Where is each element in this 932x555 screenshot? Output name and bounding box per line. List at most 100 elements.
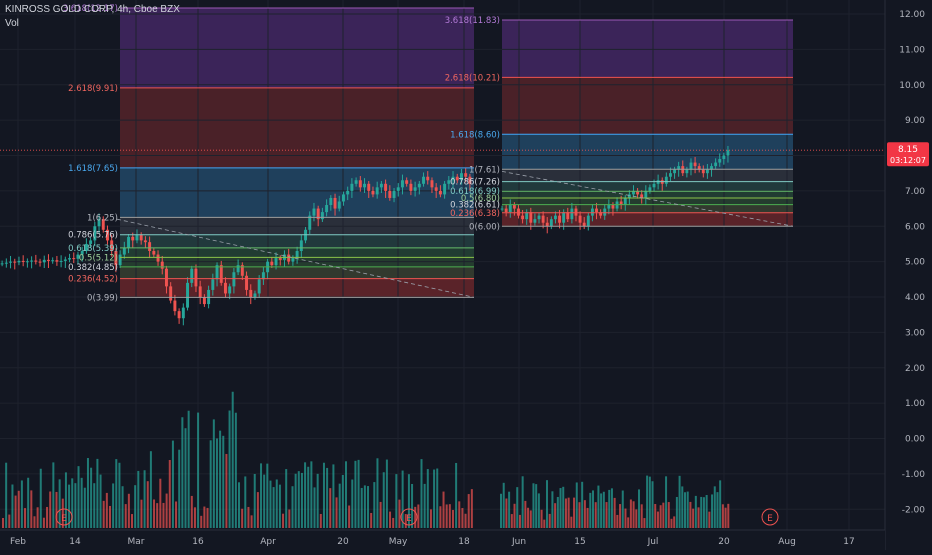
volume-bar bbox=[439, 506, 442, 528]
candle-body-b bbox=[517, 208, 520, 216]
y-axis-tick-label: 5.00 bbox=[905, 258, 925, 268]
volume-bar bbox=[244, 476, 247, 528]
volume-bar bbox=[702, 497, 705, 528]
candle-body-a bbox=[93, 226, 97, 241]
candle-body-b bbox=[537, 215, 541, 220]
candle-body-a bbox=[325, 205, 329, 213]
candle-body-a bbox=[354, 180, 358, 184]
volume-bar bbox=[583, 500, 586, 528]
candle-body-a bbox=[173, 300, 177, 312]
volume-bar bbox=[74, 483, 77, 528]
volume-bar bbox=[659, 505, 662, 528]
volume-bar bbox=[351, 479, 354, 528]
candle-body-a bbox=[464, 173, 468, 177]
candle-body-a bbox=[59, 260, 63, 262]
volume-bar bbox=[713, 486, 716, 528]
volume-bar bbox=[527, 507, 530, 528]
y-axis-tick-label: -1.00 bbox=[902, 470, 926, 480]
candle-body-a bbox=[80, 251, 84, 255]
candle-body-a bbox=[287, 254, 291, 262]
candle-body-a bbox=[110, 240, 114, 252]
volume-bar bbox=[307, 466, 310, 528]
candle-body-a bbox=[320, 212, 324, 220]
volume-bar bbox=[461, 508, 464, 528]
fib-zone-1-2 bbox=[120, 167, 474, 218]
volume-bar bbox=[203, 506, 206, 528]
volume-bar bbox=[156, 503, 159, 528]
candle-body-a bbox=[232, 272, 236, 287]
x-axis-tick-label: 17 bbox=[843, 537, 854, 547]
fib-zone-1-8 bbox=[120, 278, 474, 298]
volume-bar bbox=[354, 460, 357, 528]
candle-body-b bbox=[554, 215, 557, 220]
volume-bar bbox=[102, 500, 105, 528]
volume-bar bbox=[197, 412, 200, 528]
volume-bar bbox=[516, 487, 519, 528]
candle-body-b bbox=[533, 219, 537, 223]
volume-bar bbox=[467, 494, 470, 528]
trendline-2 bbox=[501, 171, 794, 227]
volume-bar bbox=[275, 479, 278, 528]
fib-level-label-1-4: 0.786(5.76) bbox=[68, 231, 118, 241]
volume-bar bbox=[24, 508, 27, 528]
x-axis-tick-label: May bbox=[389, 537, 408, 547]
candle-body-a bbox=[337, 201, 341, 209]
candle-body-b bbox=[677, 166, 681, 170]
volume-bar bbox=[263, 474, 266, 528]
volume-bar bbox=[200, 515, 203, 528]
volume-bar bbox=[212, 419, 215, 528]
candle-body-a bbox=[236, 265, 240, 273]
candle-body-a bbox=[367, 183, 371, 191]
volume-bar bbox=[692, 508, 695, 528]
volume-bar bbox=[304, 462, 307, 528]
volume-bar bbox=[228, 410, 231, 528]
volume-bar bbox=[600, 493, 603, 528]
candle-body-a bbox=[186, 282, 190, 308]
x-axis-tick-label: 20 bbox=[718, 537, 730, 547]
candle-body-a bbox=[379, 183, 383, 188]
x-axis-tick-label: Feb bbox=[10, 537, 26, 547]
volume-bar bbox=[49, 491, 52, 528]
fib-zone-2-0 bbox=[502, 20, 793, 78]
volume-bar bbox=[632, 501, 635, 528]
volume-bar bbox=[46, 506, 49, 528]
candle-body-a bbox=[341, 194, 345, 202]
volume-bar bbox=[247, 506, 250, 528]
candle-body-b bbox=[669, 173, 672, 177]
candle-body-b bbox=[574, 208, 578, 216]
fib-level-label-2-3: 1(7.61) bbox=[469, 165, 500, 175]
volume-bar bbox=[382, 472, 385, 528]
candle-body-a bbox=[434, 187, 438, 191]
volume-bar bbox=[77, 466, 80, 528]
candle-body-a bbox=[228, 286, 232, 294]
x-axis-tick-label: Apr bbox=[260, 537, 276, 547]
candle-body-a bbox=[135, 235, 139, 241]
volume-bar bbox=[518, 514, 521, 528]
candle-body-a bbox=[89, 240, 93, 244]
volume-bar bbox=[451, 509, 454, 528]
fib-level-label-2-6: 0.5(6.80) bbox=[461, 194, 500, 204]
volume-bar bbox=[344, 461, 347, 528]
volume-bar bbox=[269, 480, 272, 528]
candle-body-b bbox=[566, 212, 570, 220]
earnings-marker-icon bbox=[55, 508, 73, 526]
candle-body-a bbox=[316, 208, 320, 220]
volume-bar bbox=[121, 486, 124, 528]
fib-level-label-1-8: 0.236(4.52) bbox=[68, 275, 118, 285]
volume-bar bbox=[445, 504, 448, 528]
candle-body-a bbox=[30, 260, 34, 262]
candle-body-b bbox=[718, 159, 722, 163]
candle-body-b bbox=[726, 150, 730, 156]
fib-level-label-2-2: 1.618(8.60) bbox=[450, 130, 500, 140]
volume-bar bbox=[256, 492, 259, 528]
volume-bar bbox=[643, 518, 646, 528]
candle-body-a bbox=[169, 286, 173, 301]
fib-zone-2-8 bbox=[502, 212, 793, 227]
volume-bar bbox=[654, 503, 657, 528]
volume-bar bbox=[724, 507, 727, 528]
candle-body-a bbox=[278, 258, 282, 260]
volume-bar bbox=[564, 498, 567, 528]
volume-bar bbox=[694, 495, 697, 528]
candle-body-b bbox=[607, 205, 611, 209]
x-axis-tick-label: 20 bbox=[337, 537, 349, 547]
